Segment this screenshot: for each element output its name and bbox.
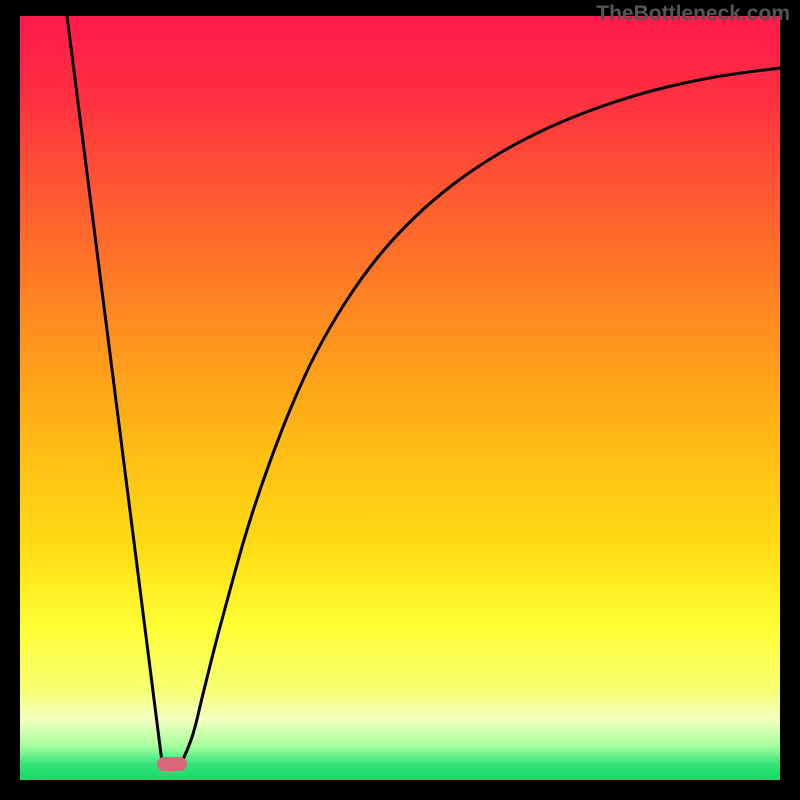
bottleneck-chart bbox=[0, 0, 800, 800]
chart-container: TheBottleneck.com bbox=[0, 0, 800, 800]
watermark-text: TheBottleneck.com bbox=[596, 2, 790, 26]
